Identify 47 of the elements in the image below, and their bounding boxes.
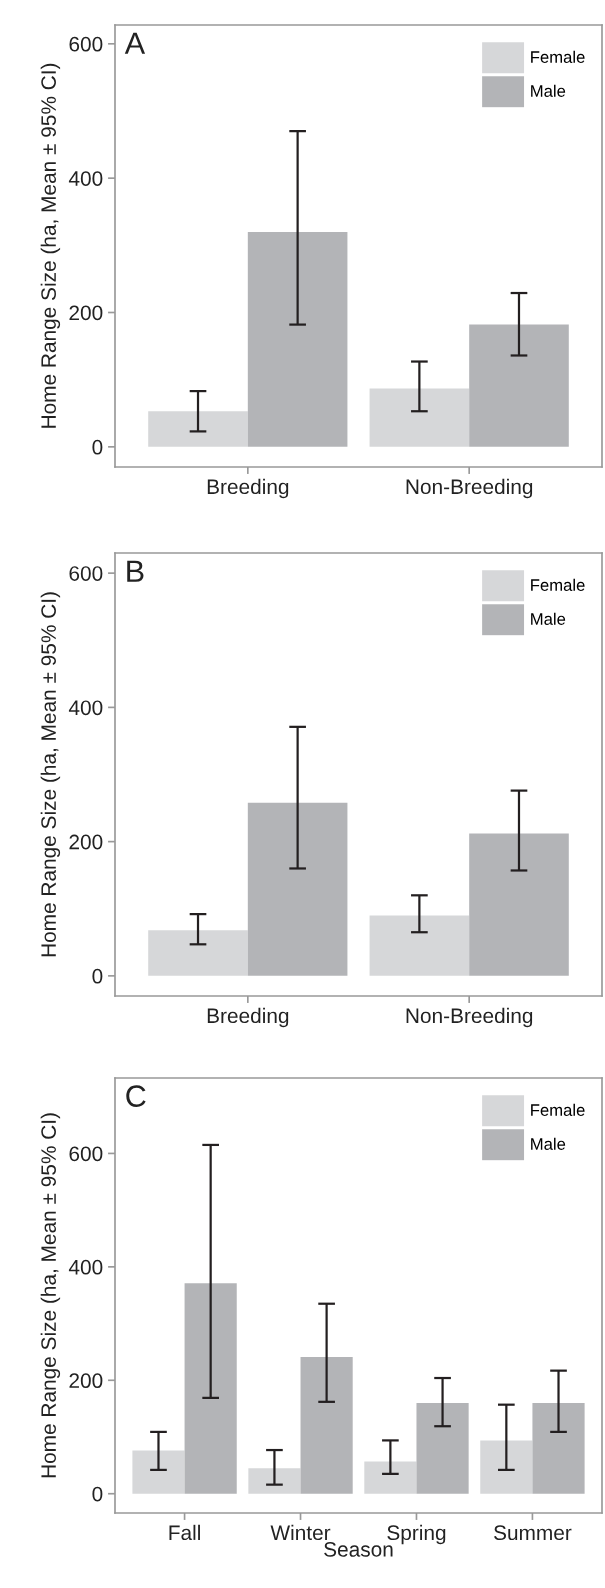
bar: [247, 231, 348, 447]
x-tick-label: Non-Breeding: [406, 1007, 533, 1028]
bar: [248, 1468, 301, 1494]
bar: [416, 1402, 469, 1494]
y-tick-label: 600: [69, 1146, 103, 1162]
bar: [469, 833, 569, 976]
bar: [300, 1357, 353, 1494]
x-tick-label: Summer: [494, 1525, 572, 1541]
y-tick-label: 200: [69, 1373, 103, 1389]
annotation: B: [127, 560, 144, 582]
x-tick-label: Fall: [169, 1524, 200, 1541]
x-tick-label: Non-Breeding: [406, 478, 533, 499]
y-tick-label: 200: [69, 834, 103, 850]
y-axis-title: Home Range Size (ha, Mean ± 95% CI): [40, 592, 61, 957]
bar: [532, 1402, 585, 1494]
legend-label: Male: [531, 612, 566, 625]
legend-label: Female: [531, 1103, 585, 1116]
y-tick-label: 0: [92, 1486, 103, 1502]
bar: [364, 1461, 417, 1494]
legend-label: Female: [531, 50, 585, 63]
y-tick-label: 400: [68, 1259, 103, 1275]
legend-label: Male: [531, 84, 566, 97]
bar: [247, 802, 348, 976]
y-tick-label: 0: [92, 968, 103, 984]
annotation: A: [124, 32, 146, 54]
y-tick-label: 0: [92, 439, 103, 455]
y-tick-label: 600: [69, 566, 103, 581]
y-axis-title: Home Range Size (ha, Mean ± 95% CI): [40, 63, 61, 428]
legend-label: Male: [531, 1137, 566, 1150]
y-tick-label: 600: [69, 36, 103, 52]
y-axis-title: Home Range Size (ha, Mean ± 95% CI): [40, 1113, 61, 1478]
y-tick-label: 400: [68, 171, 103, 186]
x-tick-label: Breeding: [207, 478, 289, 499]
bar: [469, 324, 569, 447]
y-tick-label: 200: [69, 305, 103, 321]
annotation: C: [126, 1085, 146, 1107]
x-tick-label: Winter: [270, 1524, 331, 1541]
bar: [148, 930, 248, 976]
bar: [148, 411, 248, 447]
bar: [369, 388, 470, 447]
bar: [132, 1450, 185, 1494]
bar: [369, 915, 470, 976]
y-tick-label: 400: [68, 700, 103, 716]
x-tick-label: Breeding: [207, 1007, 289, 1028]
legend-label: Female: [531, 578, 585, 591]
bar: [184, 1283, 237, 1494]
bar: [480, 1440, 533, 1494]
